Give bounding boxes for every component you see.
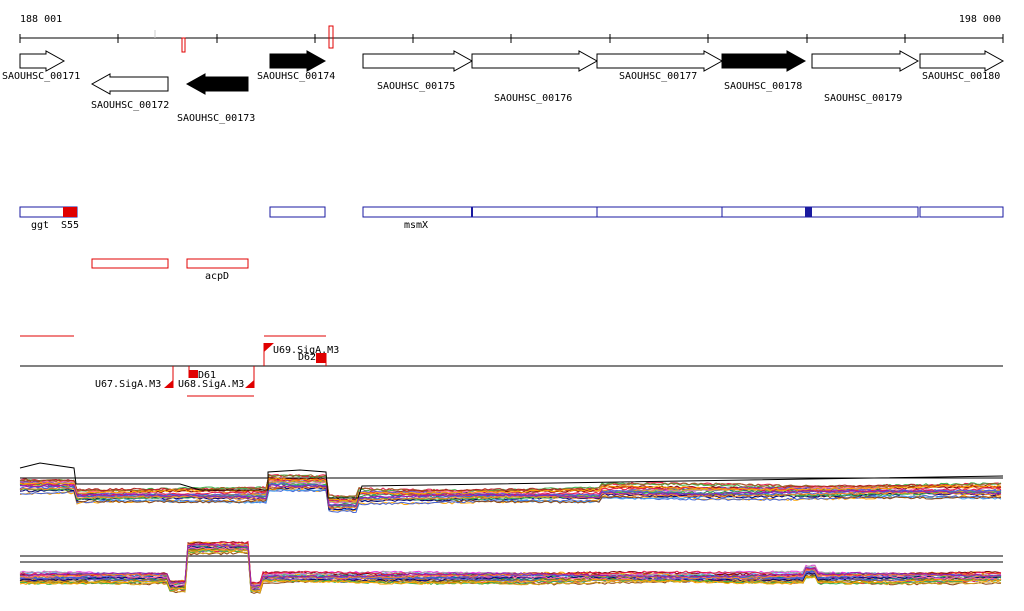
gene-label: SAOUHSC_00171	[2, 71, 80, 82]
expression-profile-line	[19, 487, 1002, 511]
ruler-ticks	[19, 34, 1004, 43]
gene-label: SAOUHSC_00173	[177, 113, 255, 124]
gene-label: SAOUHSC_00180	[922, 71, 1000, 82]
gene-9[interactable]: SAOUHSC_00179	[811, 50, 920, 104]
expression-profile-line	[19, 549, 1002, 593]
expression-profile-line	[19, 482, 1002, 507]
expression-profile-line	[19, 483, 1002, 508]
gene-label: SAOUHSC_00177	[619, 71, 697, 82]
terminator-d62-block[interactable]	[316, 353, 326, 363]
expression-outlier-line	[19, 462, 1004, 499]
gene-arrow-right-icon[interactable]	[269, 50, 327, 72]
expression-profile-line	[19, 478, 1002, 502]
gene-8[interactable]: SAOUHSC_00178	[721, 50, 807, 92]
feature-174[interactable]	[269, 206, 326, 218]
gene-arrow-left-icon[interactable]	[90, 73, 169, 95]
terminator-d61-label: D61	[198, 370, 216, 381]
expression-profile-line	[19, 485, 1002, 510]
gene-label: SAOUHSC_00174	[257, 71, 335, 82]
gene-5[interactable]: SAOUHSC_00175	[362, 50, 474, 92]
gene-arrow-right-icon[interactable]	[721, 50, 807, 72]
terminator-d61-block[interactable]	[189, 370, 198, 378]
expression-profile-line	[19, 543, 1002, 587]
feature-ggt-label: ggt	[31, 220, 49, 231]
feature-msmx-label: msmX	[404, 220, 428, 231]
feature-172-red[interactable]	[91, 258, 169, 269]
gene-arrow-right-icon[interactable]	[362, 50, 474, 72]
regulatory-track: U69.SigA.M3 D62 U67.SigA.M3 U68.SigA.M3 …	[20, 335, 1003, 397]
feature-acpd[interactable]	[186, 258, 249, 269]
gene-arrow-left-icon[interactable]	[185, 73, 249, 95]
ruler-start-label: 188 001	[20, 14, 62, 25]
promoter-u69-flag-icon[interactable]	[264, 343, 274, 352]
expression-track-top	[19, 462, 1004, 514]
gene-arrow-right-icon[interactable]	[19, 50, 66, 72]
feature-track-red: acpD	[91, 258, 249, 282]
expression-profile-line	[19, 548, 1002, 592]
promoter-u67-flag-icon[interactable]	[164, 380, 173, 388]
gene-arrow-right-icon[interactable]	[596, 50, 724, 72]
expression-profile-line	[19, 486, 1002, 509]
promoter-u68-flag-icon[interactable]	[245, 380, 254, 388]
ruler-marker-2	[328, 25, 334, 49]
gene-track: SAOUHSC_00171 SAOUHSC_00172 SAOUHSC_00173 S…	[2, 50, 1005, 124]
expression-profile-line	[19, 543, 1002, 587]
gene-3[interactable]: SAOUHSC_00173	[177, 73, 255, 124]
gene-1[interactable]: SAOUHSC_00171	[2, 50, 80, 82]
terminator-d62-label: D62	[298, 352, 316, 363]
coordinate-ruler: 188 001 198 000	[19, 14, 1004, 53]
expression-track-bottom	[19, 540, 1003, 594]
feature-s55-label: S55	[61, 220, 79, 231]
feature-178-block[interactable]	[805, 207, 812, 217]
gene-label: SAOUHSC_00176	[494, 93, 572, 104]
gene-label: SAOUHSC_00172	[91, 100, 169, 111]
gene-10[interactable]: SAOUHSC_00180	[919, 50, 1005, 82]
feature-180[interactable]	[919, 206, 1004, 218]
promoter-u68-label: U68.SigA.M3	[178, 379, 244, 390]
gene-label: SAOUHSC_00175	[377, 81, 455, 92]
feature-track-blue: ggt S55 msmX	[19, 206, 1004, 231]
promoter-u67-label: U67.SigA.M3	[95, 379, 161, 390]
gene-label: SAOUHSC_00179	[824, 93, 902, 104]
feature-acpd-label: acpD	[205, 271, 229, 282]
promoter-u69-label: U69.SigA.M3	[273, 345, 339, 356]
gene-6[interactable]: SAOUHSC_00176	[471, 50, 599, 104]
gene-label: SAOUHSC_00178	[724, 81, 802, 92]
expression-profile-line	[19, 477, 1002, 502]
gene-7[interactable]: SAOUHSC_00177	[596, 50, 724, 82]
gene-arrow-right-icon[interactable]	[471, 50, 599, 72]
gene-4[interactable]: SAOUHSC_00174	[257, 50, 335, 82]
gene-2[interactable]: SAOUHSC_00172	[90, 73, 169, 111]
gene-arrow-right-icon[interactable]	[919, 50, 1005, 72]
feature-msmx-operon[interactable]	[362, 206, 919, 218]
ruler-marker-1	[181, 37, 186, 53]
feature-s55-block[interactable]	[63, 207, 77, 217]
gene-arrow-right-icon[interactable]	[811, 50, 920, 72]
ruler-end-label: 198 000	[959, 14, 1001, 25]
